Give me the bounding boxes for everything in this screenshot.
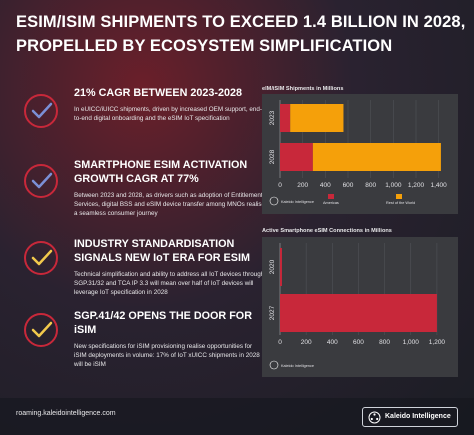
- check-circle-icon: [24, 313, 58, 347]
- x-tick-label: 1,400: [431, 182, 448, 189]
- connections-chart: 0 200 400 600 800 1,000 1,200 2020 2027 Kaleido I…: [269, 243, 446, 370]
- x-tick-label: 1,200: [408, 182, 425, 189]
- footer: roaming.kaleidointelligence.com Kaleido …: [0, 398, 474, 435]
- legend-label: Rest of the World: [386, 201, 415, 205]
- legend-swatch: [328, 194, 334, 199]
- title-line-1: ESIM/ISIM SHIPMENTS TO EXCEED 1.4 BILLIO…: [16, 13, 466, 31]
- source-logo-icon: [269, 360, 279, 370]
- check-circle-icon: [24, 241, 58, 275]
- stat-item-standardisation: INDUSTRY STANDARDISATION SIGNALS NEW IoT…: [24, 237, 264, 307]
- x-tick-label: 200: [297, 182, 308, 189]
- x-tick-label: 400: [320, 182, 331, 189]
- brand-mark-icon: [368, 411, 381, 424]
- page-title: ESIM/ISIM SHIPMENTS TO EXCEED 1.4 BILLIO…: [16, 10, 466, 58]
- item-text: Technical simplification and ability to …: [74, 271, 265, 297]
- check-circle-icon: [24, 164, 58, 198]
- x-tick-label: 1,000: [385, 182, 402, 189]
- x-tick-label: 0: [278, 182, 282, 189]
- x-tick-label: 0: [278, 339, 282, 346]
- legend-swatch: [396, 194, 402, 199]
- brand-name: Kaleido Intelligence: [385, 413, 451, 420]
- category-label: 2023: [269, 110, 276, 125]
- check-circle-icon: [24, 94, 58, 128]
- bar: [280, 143, 313, 171]
- category-label: 2027: [269, 305, 276, 320]
- x-tick-label: 800: [365, 182, 376, 189]
- bar: [280, 104, 291, 132]
- bar: [280, 294, 437, 332]
- x-tick-label: 1,000: [403, 339, 420, 346]
- stat-item-isim: SGP.41/42 OPENS THE DOOR FOR iSIM New sp…: [24, 309, 264, 379]
- item-text: Between 2023 and 2028, as drivers such a…: [74, 192, 266, 218]
- item-text: In eUICC/iUICC shipments, driven by incr…: [74, 106, 262, 123]
- item-heading: SMARTPHONE ESIM ACTIVATION GROWTH CAGR A…: [74, 159, 248, 185]
- source-label: Kaleido Intelligence: [281, 364, 314, 368]
- x-tick-label: 1,200: [429, 339, 446, 346]
- chart-1-title: eIM/iSIM Shipments in Millions: [262, 86, 344, 92]
- shipments-chart-panel: 0 200 400 600 800 1,000 1,200 1,400 2023 2028 Kale…: [262, 94, 458, 214]
- x-tick-label: 400: [327, 339, 338, 346]
- category-label: 2028: [269, 149, 276, 164]
- item-heading: INDUSTRY STANDARDISATION SIGNALS NEW IoT…: [74, 238, 250, 264]
- item-text: New specifications for iSIM provisioning…: [74, 343, 260, 369]
- shipments-chart: 0 200 400 600 800 1,000 1,200 1,400 2023 2028 Kale…: [269, 100, 448, 206]
- connections-chart-panel: 0 200 400 600 800 1,000 1,200 2020 2027 Kaleido I…: [262, 237, 458, 377]
- title-line-2: PROPELLED BY ECOSYSTEM SIMPLIFICATION: [16, 37, 393, 55]
- x-tick-label: 200: [301, 339, 312, 346]
- x-tick-label: 600: [343, 182, 354, 189]
- x-tick-label: 600: [353, 339, 364, 346]
- x-tick-label: 800: [379, 339, 390, 346]
- item-heading: 21% CAGR BETWEEN 2023-2028: [74, 87, 243, 99]
- stat-item-cagr: 21% CAGR BETWEEN 2023-2028 In eUICC/iUIC…: [24, 86, 264, 146]
- brand-logo: Kaleido Intelligence: [362, 407, 458, 427]
- stat-item-activation: SMARTPHONE ESIM ACTIVATION GROWTH CAGR A…: [24, 158, 266, 238]
- legend-label: Americas: [323, 201, 339, 205]
- footer-url[interactable]: roaming.kaleidointelligence.com: [16, 410, 116, 417]
- item-heading: SGP.41/42 OPENS THE DOOR FOR iSIM: [74, 310, 253, 336]
- bar: [312, 143, 441, 171]
- category-label: 2020: [269, 259, 276, 274]
- bar: [290, 104, 344, 132]
- chart-2-title: Active Smartphone eSIM Connections in Mi…: [262, 228, 392, 234]
- source-logo-icon: [269, 196, 279, 206]
- bar: [280, 248, 282, 286]
- source-label: Kaleido Intelligence: [281, 200, 314, 204]
